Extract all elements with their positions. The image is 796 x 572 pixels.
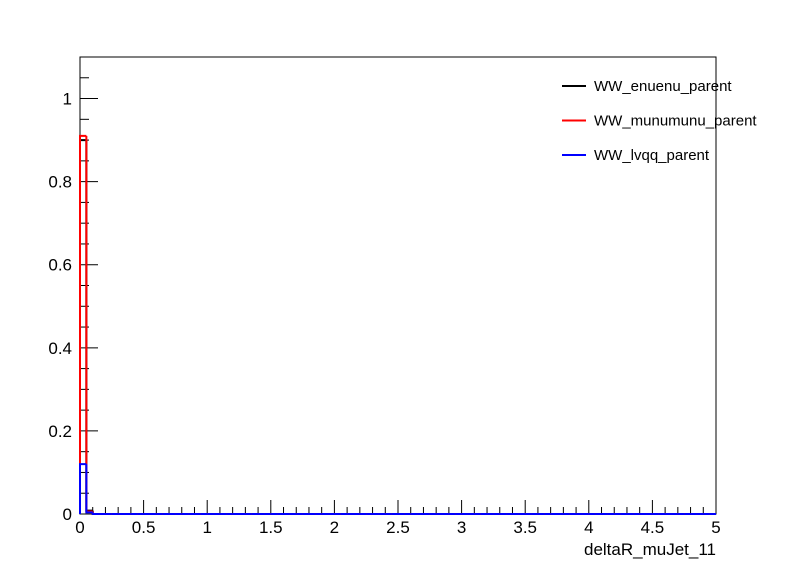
- histogram-bin: [79, 134, 87, 514]
- y-tick-label: 0.8: [48, 173, 72, 192]
- histogram-bin: [85, 464, 93, 514]
- x-tick-label: 5: [711, 518, 720, 537]
- legend-label: WW_lvqq_parent: [594, 147, 710, 164]
- x-tick-label: 2.5: [386, 518, 410, 537]
- x-tick-label: 3: [457, 518, 466, 537]
- histogram-bin: [91, 512, 100, 515]
- y-tick-label: 0.6: [48, 256, 72, 275]
- x-tick-label: 0: [75, 518, 84, 537]
- x-tick-label: 1: [202, 518, 211, 537]
- y-tick-label: 0.2: [48, 422, 72, 441]
- histogram-bin: [85, 135, 93, 513]
- legend-label: WW_munumunu_parent: [594, 113, 757, 130]
- x-axis-label: deltaR_muJet_11: [584, 540, 716, 559]
- x-tick-label: 0.5: [132, 518, 156, 537]
- x-tick-label: 3.5: [513, 518, 537, 537]
- x-tick-label: 4: [584, 518, 593, 537]
- y-tick-label: 1: [63, 90, 72, 109]
- x-tick-label: 4.5: [641, 518, 665, 537]
- x-tick-label: 1.5: [259, 518, 283, 537]
- y-tick-label: 0: [63, 505, 72, 524]
- histogram-bin: [79, 463, 87, 514]
- legend-label: WW_enuenu_parent: [594, 78, 732, 95]
- y-tick-label: 0.4: [48, 339, 72, 358]
- x-tick-label: 2: [330, 518, 339, 537]
